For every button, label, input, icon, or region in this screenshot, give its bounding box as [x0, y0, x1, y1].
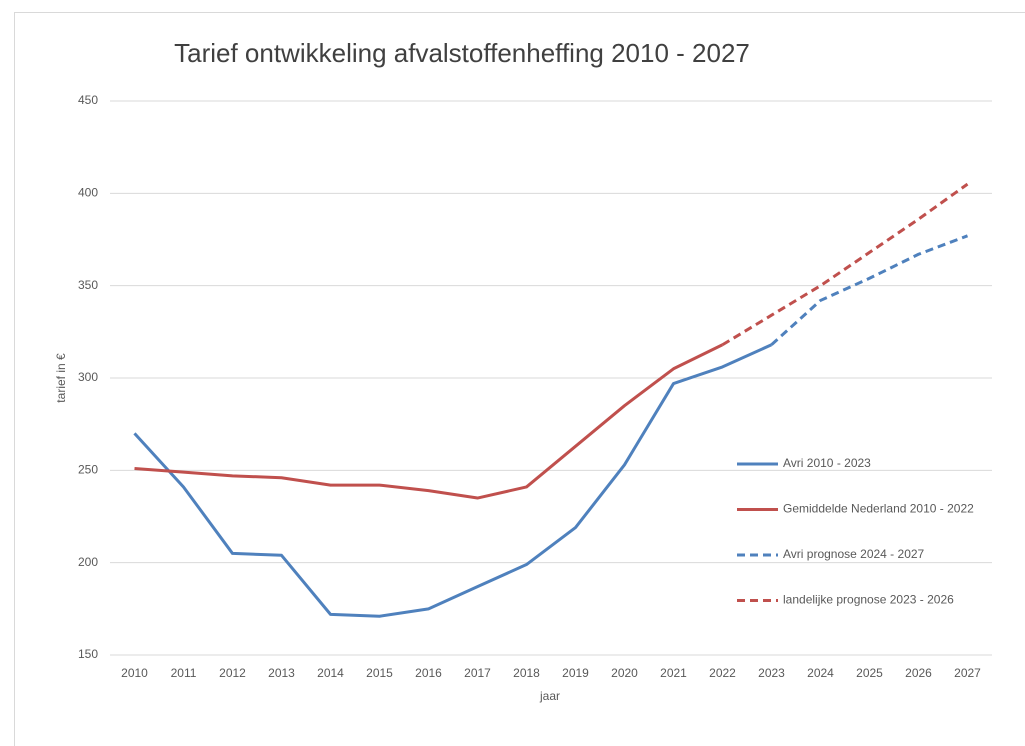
x-tick-label: 2016: [415, 666, 442, 680]
x-tick-label: 2018: [513, 666, 540, 680]
x-tick-label: 2012: [219, 666, 246, 680]
x-tick-label: 2010: [121, 666, 148, 680]
y-tick-label: 350: [78, 278, 98, 292]
x-tick-label: 2023: [758, 666, 785, 680]
x-tick-label: 2020: [611, 666, 638, 680]
x-tick-label: 2024: [807, 666, 834, 680]
x-tick-label: 2019: [562, 666, 589, 680]
y-tick-label: 200: [78, 555, 98, 569]
series-line: [134, 343, 724, 500]
legend-label: landelijke prognose 2023 - 2026: [783, 593, 954, 607]
legend-label: Avri 2010 - 2023: [783, 456, 871, 470]
x-tick-label: 2014: [317, 666, 344, 680]
y-tick-label: 250: [78, 463, 98, 477]
y-tick-label: 450: [78, 93, 98, 107]
x-axis-title: jaar: [539, 689, 560, 703]
chart-frame: [14, 12, 1025, 746]
legend-label: Gemiddelde Nederland 2010 - 2022: [783, 502, 974, 516]
x-tick-label: 2015: [366, 666, 393, 680]
x-tick-label: 2017: [464, 666, 491, 680]
y-tick-label: 150: [78, 647, 98, 661]
series-line: [133, 343, 773, 618]
x-tick-label: 2025: [856, 666, 883, 680]
x-tick-label: 2026: [905, 666, 932, 680]
y-tick-label: 400: [78, 186, 98, 200]
x-tick-label: 2022: [709, 666, 736, 680]
legend-label: Avri prognose 2024 - 2027: [783, 547, 925, 561]
x-tick-label: 2027: [954, 666, 981, 680]
series-line: [721, 182, 969, 347]
y-axis-title: tarief in €: [54, 353, 68, 403]
series-line: [770, 234, 969, 346]
chart-title: Tarief ontwikkeling afvalstoffenheffing …: [174, 38, 750, 68]
y-tick-label: 300: [78, 370, 98, 384]
x-tick-label: 2011: [171, 666, 197, 680]
x-tick-label: 2021: [660, 666, 687, 680]
x-tick-label: 2013: [268, 666, 295, 680]
